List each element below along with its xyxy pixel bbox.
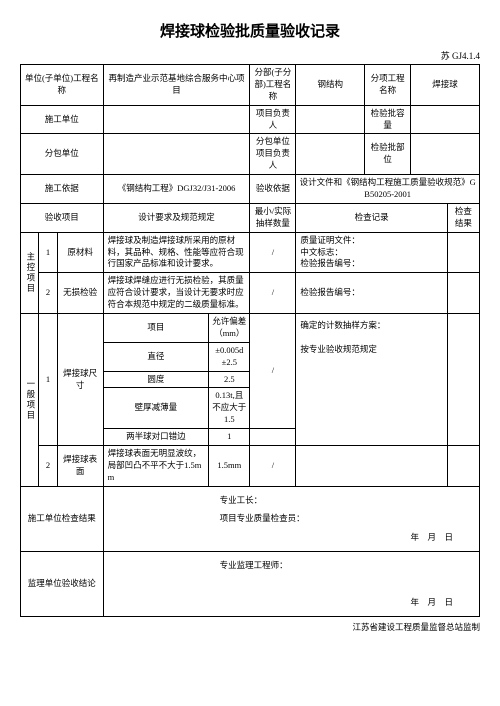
title: 焊接球检验批质量验收记录 bbox=[20, 20, 480, 41]
cell: 分部(子分部)工程名称 bbox=[250, 65, 296, 106]
cell: 质量证明文件： 中文标志： 检验报告编号： bbox=[296, 232, 447, 273]
cell: 允许偏差（mm） bbox=[209, 314, 250, 343]
cell: 1 bbox=[39, 232, 57, 273]
sig-area: 专业监理工程师：年 月 日 bbox=[103, 551, 479, 616]
cell bbox=[103, 134, 250, 175]
cell: 焊接球表面 bbox=[57, 446, 103, 487]
cell bbox=[103, 105, 250, 134]
cell: 确定的计数抽样方案：按专业验收规范规定 bbox=[296, 314, 447, 446]
cell: 施工单位检查结果 bbox=[21, 486, 104, 551]
cell: 设计要求及规范规定 bbox=[103, 203, 250, 232]
cell: 施工单位 bbox=[21, 105, 104, 134]
cell: / bbox=[250, 273, 296, 314]
cell: 检验批容量 bbox=[365, 105, 411, 134]
cell: 壁厚减薄量 bbox=[103, 388, 209, 429]
cell: 检查结果 bbox=[447, 203, 479, 232]
cell bbox=[296, 446, 447, 487]
cell: 单位(子单位)工程名称 bbox=[21, 65, 104, 106]
cell: 焊接球焊缝应进行无损检验，其质量应符合设计要求，当设计无要求时应符合本规范中规定… bbox=[103, 273, 250, 314]
cell: 1 bbox=[209, 429, 250, 446]
footer: 江苏省建设工程质量监督总站监制 bbox=[20, 621, 480, 633]
cell: 1.5mm bbox=[209, 446, 250, 487]
cell: 焊接球表面无明显波纹，局部凹凸不平不大于1.5mm bbox=[103, 446, 209, 487]
cell: / bbox=[250, 314, 296, 429]
cell bbox=[447, 273, 479, 314]
cell: 分包单位 bbox=[21, 134, 104, 175]
cell: 《钢结构工程》DGJ32/J31-2006 bbox=[103, 175, 250, 204]
cell: 验收项目 bbox=[21, 203, 104, 232]
gen-label: 一般项目 bbox=[21, 314, 39, 487]
cell bbox=[411, 134, 480, 175]
cell: 监理单位验收结论 bbox=[21, 551, 104, 616]
cell: 项目 bbox=[103, 314, 209, 343]
cell: / bbox=[250, 232, 296, 273]
cell: 焊接球尺寸 bbox=[57, 314, 103, 446]
cell: ±0.005d±2.5 bbox=[209, 342, 250, 371]
cell: 设计文件和《钢结构工程施工质量验收规范》GB50205-2001 bbox=[296, 175, 480, 204]
cell: 焊接球及制造焊接球所采用的原材料，其品种、规格、性能等应符合现行国家产品标准和设… bbox=[103, 232, 250, 273]
cell: 分项工程名称 bbox=[365, 65, 411, 106]
cell: 圆度 bbox=[103, 371, 209, 388]
inspection-table: 单位(子单位)工程名称 再制造产业示范基地综合服务中心项目 分部(子分部)工程名… bbox=[20, 64, 480, 617]
cell: 最小/实际抽样数量 bbox=[250, 203, 296, 232]
cell: 检验批部位 bbox=[365, 134, 411, 175]
cell: 0.13t,且不应大于1.5 bbox=[209, 388, 250, 429]
cell: 施工依据 bbox=[21, 175, 104, 204]
cell: 2.5 bbox=[209, 371, 250, 388]
cell: 直径 bbox=[103, 342, 209, 371]
cell: 原材料 bbox=[57, 232, 103, 273]
cell: 无损检验 bbox=[57, 273, 103, 314]
cell: 再制造产业示范基地综合服务中心项目 bbox=[103, 65, 250, 106]
cell bbox=[296, 105, 365, 134]
cell bbox=[296, 134, 365, 175]
cell bbox=[447, 446, 479, 487]
main-label: 主控项目 bbox=[21, 232, 39, 313]
cell bbox=[447, 314, 479, 446]
cell: 2 bbox=[39, 446, 57, 487]
cell: 1 bbox=[39, 314, 57, 446]
cell bbox=[411, 105, 480, 134]
cell: 项目负责人 bbox=[250, 105, 296, 134]
cell: / bbox=[250, 446, 296, 487]
cell: 2 bbox=[39, 273, 57, 314]
cell: 焊接球 bbox=[411, 65, 480, 106]
form-code: 苏 GJ4.1.4 bbox=[20, 49, 480, 62]
cell: 验收依据 bbox=[250, 175, 296, 204]
cell: 钢结构 bbox=[296, 65, 365, 106]
sig-area: 专业工长： 项目专业质量检查员：年 月 日 bbox=[103, 486, 479, 551]
cell: 检查记录 bbox=[296, 203, 447, 232]
cell: 检验报告编号： bbox=[296, 273, 447, 314]
cell: 分包单位项目负责人 bbox=[250, 134, 296, 175]
cell: 两半球对口错边 bbox=[103, 429, 209, 446]
cell bbox=[447, 232, 479, 273]
cell bbox=[250, 429, 296, 446]
